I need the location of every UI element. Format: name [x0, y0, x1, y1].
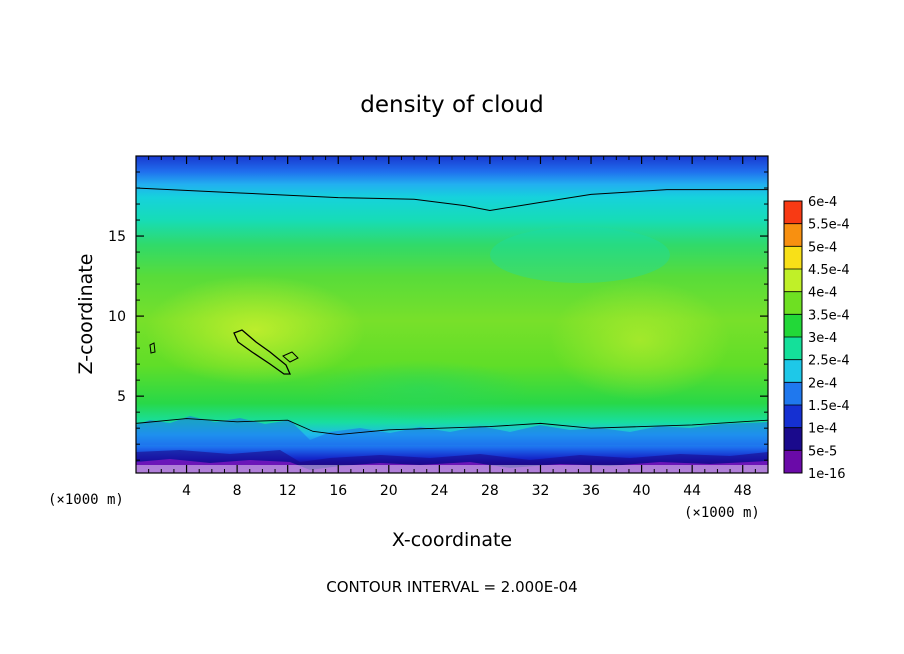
colorbar-label: 1e-4 — [808, 422, 837, 437]
colorbar-label: 4e-4 — [808, 286, 837, 301]
x-tick-label: 36 — [582, 483, 600, 499]
colorbar-label: 2e-4 — [808, 376, 837, 391]
contour-line-top — [136, 187, 768, 211]
x-tick-label: 16 — [329, 483, 347, 499]
colorbar-label: 1e-16 — [808, 467, 846, 482]
high-density-region-left — [145, 275, 365, 385]
colorbar-swatch — [784, 246, 802, 269]
chart-title: density of cloud — [360, 92, 543, 118]
colorbar-label: 4.5e-4 — [808, 263, 850, 278]
colorbar-swatch — [784, 337, 802, 360]
y-tick-label: 15 — [108, 229, 126, 245]
colorbar-swatch — [784, 427, 802, 451]
y-tick-label: 10 — [108, 309, 126, 325]
contour-edge-patch — [149, 342, 156, 354]
colorbar-label: 5.5e-4 — [808, 218, 850, 233]
colorbar-label: 5e-5 — [808, 444, 837, 459]
cyan-dome — [490, 227, 670, 283]
high-density-region-right — [550, 280, 730, 400]
y-tick-label: 5 — [117, 389, 126, 405]
contour-interval-note: CONTOUR INTERVAL = 2.000E-04 — [326, 578, 577, 596]
colorbar-label: 1.5e-4 — [808, 399, 850, 414]
x-axis: 4 8 12 16 20 24 28 32 36 40 44 48 — [148, 156, 756, 499]
colorbar-swatch — [784, 269, 802, 292]
colorbar-label: 2.5e-4 — [808, 354, 850, 369]
y-axis: 5 10 15 — [108, 171, 768, 461]
x-tick-label: 32 — [532, 483, 550, 499]
x-tick-label: 40 — [633, 483, 651, 499]
x-tick-label: 28 — [481, 483, 499, 499]
colorbar-swatch — [784, 405, 802, 428]
x-tick-label: 8 — [233, 483, 242, 499]
colorbar-swatch — [784, 314, 802, 337]
colorbar-label: 5e-4 — [808, 240, 837, 255]
x-tick-label: 20 — [380, 483, 398, 499]
x-tick-label: 12 — [279, 483, 297, 499]
contour-high-density-streak — [233, 329, 292, 375]
x-tick-label: 24 — [430, 483, 448, 499]
updraft-region — [310, 360, 530, 420]
x-tick-label: 48 — [734, 483, 752, 499]
colorbar-swatch — [784, 201, 802, 224]
y-axis-label: Z-coordinate — [75, 254, 97, 375]
plot-area — [136, 156, 768, 473]
colorbar-label: 3e-4 — [808, 331, 837, 346]
colorbar-swatch — [784, 223, 802, 247]
x-tick-label: 44 — [683, 483, 701, 499]
colorbar-swatch — [784, 291, 802, 315]
colorbar-label: 6e-4 — [808, 195, 837, 210]
lower-blue-band — [136, 416, 768, 445]
colorbar: 1e-16 5e-5 1e-4 1.5e-4 2e-4 2.5e-4 3e-4 3.5e-4 4… — [783, 195, 850, 482]
purple-surface-layer — [136, 459, 768, 473]
x-tick-label: 4 — [182, 483, 191, 499]
colorbar-swatch — [784, 450, 802, 473]
y-unit-label: (×1000 m) — [48, 492, 124, 508]
contour-line-base — [136, 418, 768, 436]
colorbar-swatch — [784, 382, 802, 405]
colorbar-swatch — [784, 359, 802, 383]
x-axis-label: X-coordinate — [392, 529, 512, 551]
x-unit-label: (×1000 m) — [684, 505, 760, 521]
contour-small-patch — [282, 351, 299, 363]
colorbar-label: 3.5e-4 — [808, 308, 850, 323]
